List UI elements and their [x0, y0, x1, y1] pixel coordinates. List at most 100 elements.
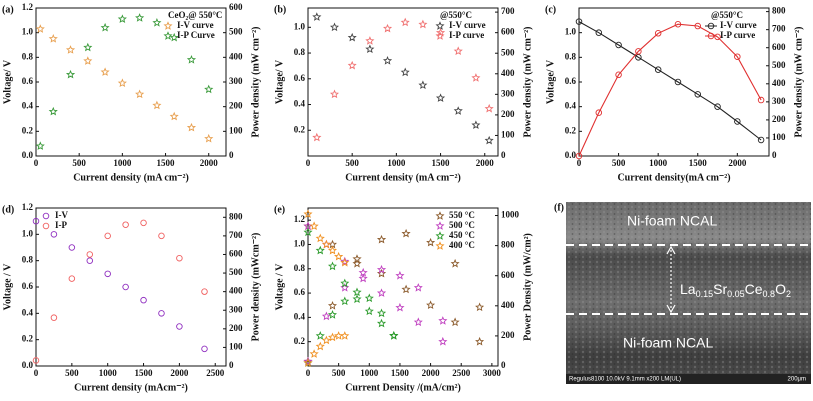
y-tick-label: 0.4: [22, 307, 34, 317]
data-point: [734, 53, 741, 60]
data-point: [757, 96, 765, 104]
y-tick-label: 0.6: [294, 73, 306, 83]
y2-tick-label: 0: [501, 150, 506, 160]
data-point: [329, 89, 339, 99]
y-tick-label: 0.2: [294, 336, 306, 346]
data-point: [334, 331, 344, 340]
y2-tick-label: 200: [772, 114, 786, 124]
data-point: [176, 323, 183, 330]
info-bar: [566, 374, 811, 384]
data-point: [50, 314, 58, 321]
subscript: 2: [786, 289, 791, 299]
legend-marker: [435, 231, 445, 240]
y2-tick-label: 600: [501, 27, 515, 37]
data-point: [135, 13, 145, 22]
x-tick-label: 2000: [476, 158, 495, 168]
legend-marker: [42, 222, 50, 230]
data-point: [595, 109, 603, 116]
y2-tick-label: 400: [229, 286, 243, 296]
legend-marker: [435, 221, 445, 230]
data-point: [383, 23, 393, 33]
data-point: [376, 234, 387, 244]
y-tick-label: 0.6: [565, 76, 577, 86]
data-point: [68, 275, 76, 282]
data-point: [152, 18, 162, 27]
data-point: [471, 120, 481, 129]
y-tick-label: 0.0: [22, 360, 34, 370]
data-point: [122, 283, 129, 291]
data-point: [117, 14, 127, 23]
data-point: [450, 317, 460, 327]
y-axis-label: Voltage/ V: [545, 59, 556, 104]
data-point: [201, 288, 208, 295]
x-tick-label: 500: [345, 158, 359, 168]
data-point: [376, 308, 387, 318]
data-point: [438, 316, 448, 325]
data-point: [65, 69, 76, 79]
data-point: [327, 301, 337, 310]
x-tick-label: 1000: [360, 368, 379, 378]
data-point: [714, 33, 721, 41]
legend-marker: [707, 22, 715, 30]
data-point: [347, 32, 357, 42]
data-point: [413, 283, 423, 292]
y-axis-label: Voltage/ V: [274, 59, 285, 104]
y2-tick-label: 600: [501, 270, 515, 280]
element: Ce: [745, 281, 763, 297]
data-point: [309, 221, 319, 231]
data-point: [401, 284, 411, 294]
x-tick-label: 2000: [728, 158, 747, 168]
arrow-heads: [666, 245, 676, 314]
data-point: [475, 336, 485, 346]
data-point: [635, 48, 642, 55]
data-point: [413, 317, 423, 327]
data-point: [186, 55, 197, 64]
data-point: [654, 30, 662, 37]
legend-label: I-P curve: [449, 30, 484, 40]
y2-tick-label: 300: [229, 304, 243, 314]
x-tick-label: 1000: [113, 158, 132, 168]
data-point: [152, 100, 162, 110]
x-tick-label: 2000: [200, 158, 219, 168]
data-point: [340, 278, 350, 288]
y2-tick-label: 400: [501, 300, 515, 310]
element: O: [775, 281, 786, 297]
x-axis-label: Current Density /(mA/cm²): [345, 382, 461, 393]
y2-tick-label: 600: [772, 42, 786, 52]
y-tick-label: 0.4: [294, 99, 306, 109]
data-point: [50, 231, 58, 238]
y-tick-label: 0.6: [22, 281, 34, 291]
data-point: [471, 73, 481, 82]
info-text: Regulus8100 10.0kV 9.1mm x200 LM(UL): [569, 377, 681, 383]
data-point: [714, 103, 721, 110]
y-tick-label: 0.0: [565, 150, 577, 160]
data-point: [68, 244, 76, 251]
data-point: [365, 44, 375, 54]
data-point: [654, 66, 662, 73]
x-axis-label: Current density (mAcm⁻²): [74, 382, 188, 393]
y2-tick-label: 100: [772, 132, 786, 142]
x-tick-label: 1500: [689, 158, 708, 168]
data-point: [364, 306, 374, 316]
data-point: [376, 264, 387, 274]
data-point: [400, 67, 410, 77]
y-tick-label: 0.0: [22, 150, 34, 160]
y-axis-label: Voltage/ V: [2, 59, 13, 104]
data-point: [418, 19, 428, 29]
data-point: [176, 254, 183, 262]
subscript: 0.8: [763, 289, 776, 299]
y-axis-label: Voltage / V: [274, 263, 285, 310]
x-tick-label: 3000: [483, 368, 502, 378]
x-tick-label: 0: [34, 158, 39, 168]
y2-tick-label: 0: [229, 360, 234, 370]
legend-marker: [163, 21, 173, 30]
y2-tick-label: 0: [772, 150, 777, 160]
data-point: [169, 111, 179, 121]
y2-tick-label: 200: [501, 330, 515, 340]
data-point: [135, 89, 145, 99]
y-tick-label: 1.2: [294, 214, 306, 224]
data-point: [575, 152, 583, 160]
y2-axis-label: Power density (mW cm⁻²): [522, 27, 533, 138]
